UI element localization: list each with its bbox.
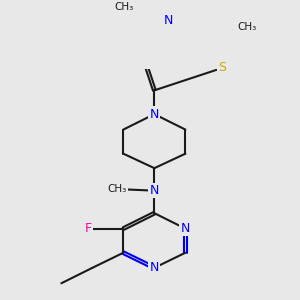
Text: N: N [150, 184, 159, 197]
Text: CH₃: CH₃ [107, 184, 127, 194]
Text: N: N [150, 261, 159, 274]
Text: N: N [150, 108, 159, 121]
Text: F: F [85, 222, 92, 235]
Text: N: N [164, 14, 173, 27]
Text: CH₃: CH₃ [238, 22, 257, 32]
Text: S: S [219, 61, 226, 74]
Text: CH₃: CH₃ [115, 2, 134, 12]
Text: N: N [181, 222, 190, 235]
